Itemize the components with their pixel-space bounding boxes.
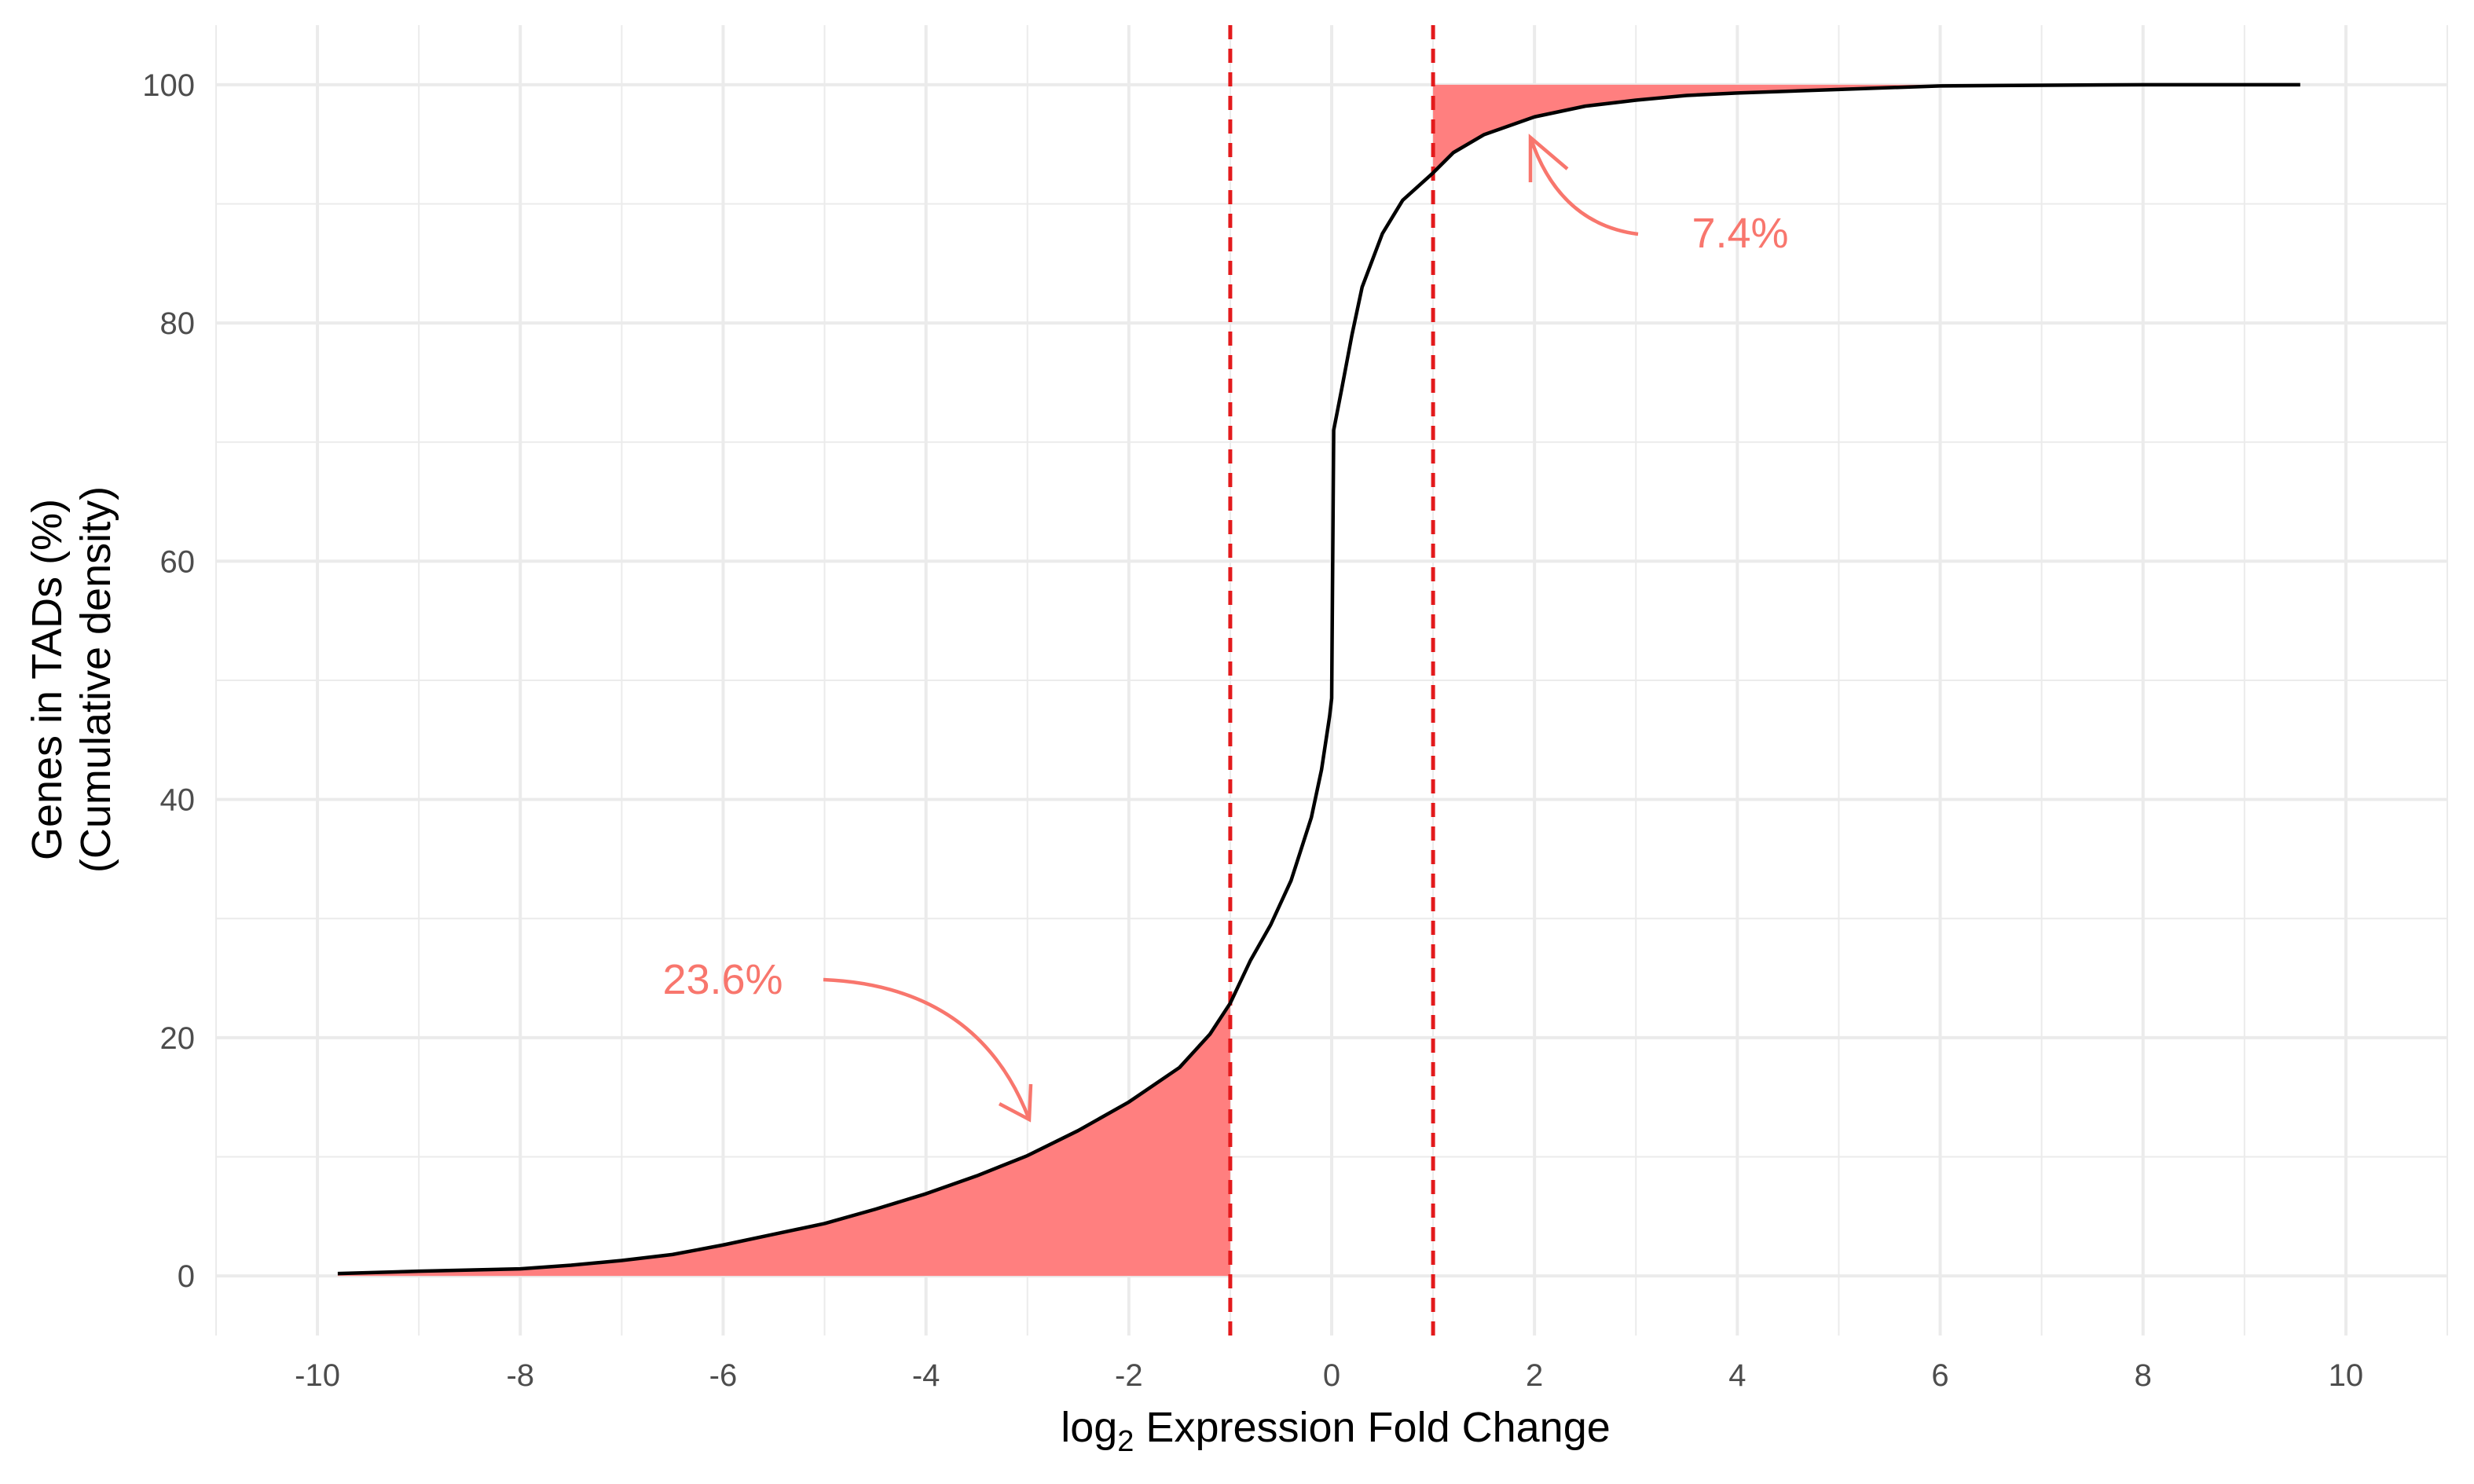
x-tick-label: 4 <box>1728 1358 1746 1393</box>
right-annotation-arrow <box>1528 134 1639 236</box>
x-tick-label: -10 <box>295 1358 340 1393</box>
x-tick-label: 6 <box>1931 1358 1948 1393</box>
cumulative-density-line <box>337 82 2300 1276</box>
x-tick-label: 2 <box>1526 1358 1543 1393</box>
x-axis-title: log2 Expression Fold Change <box>1061 1404 1611 1458</box>
y-tick-label: 0 <box>178 1259 195 1294</box>
right-shaded-area <box>1433 84 2300 174</box>
threshold-lines <box>1228 25 1435 1336</box>
right-percentage-annotation: 7.4% <box>1691 210 1788 257</box>
left-shaded-area <box>337 1002 1230 1277</box>
x-tick-label: 8 <box>2135 1358 2152 1393</box>
shaded-regions <box>337 84 2300 1277</box>
x-tick-label: 0 <box>1323 1358 1340 1393</box>
y-axis-tick-labels: 0 20 40 60 80 100 <box>142 68 195 1294</box>
y-tick-label: 60 <box>160 544 196 579</box>
y-tick-label: 40 <box>160 783 196 818</box>
y-tick-label: 100 <box>142 68 195 103</box>
x-tick-label: 10 <box>2329 1358 2364 1393</box>
x-tick-label: -6 <box>709 1358 738 1393</box>
left-percentage-annotation: 23.6% <box>662 956 783 1003</box>
left-annotation-arrow <box>823 977 1033 1123</box>
y-tick-label: 20 <box>160 1021 196 1056</box>
x-tick-label: -2 <box>1115 1358 1143 1393</box>
y-axis-title: Genes in TADs (%)(Cumulative density) <box>24 486 119 873</box>
x-tick-label: -8 <box>506 1358 534 1393</box>
x-axis-tick-labels: -10 -8 -6 -4 -2 0 2 4 6 8 10 <box>295 1358 2363 1393</box>
y-tick-label: 80 <box>160 306 196 341</box>
x-tick-label: -4 <box>912 1358 940 1393</box>
